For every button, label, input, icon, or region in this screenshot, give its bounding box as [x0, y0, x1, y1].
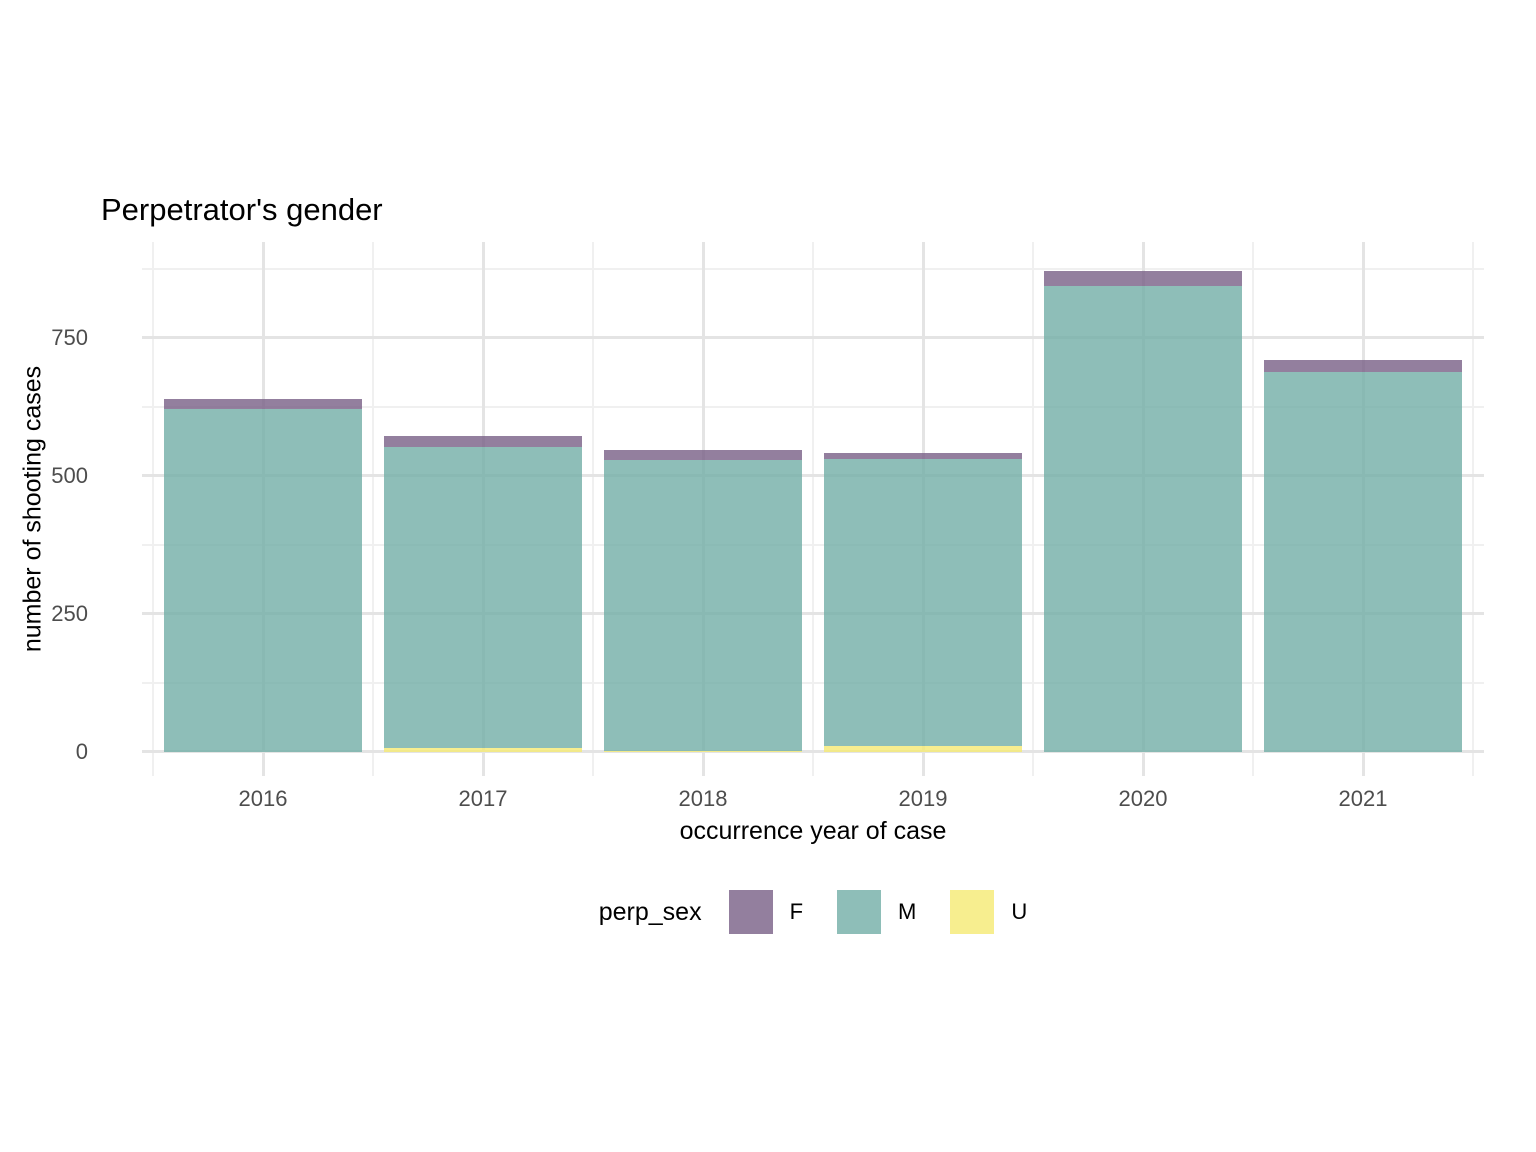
gridline-x-minor	[812, 242, 814, 776]
legend-label-U: U	[1011, 899, 1028, 924]
bar-segment-M-2021	[1264, 372, 1462, 752]
x-axis-title: occurrence year of case	[679, 817, 947, 845]
gridline-x-minor	[152, 242, 154, 776]
y-tick-label: 750	[51, 324, 88, 350]
bar-segment-M-2017	[384, 446, 582, 749]
y-axis-title: number of shooting cases	[18, 365, 47, 653]
gridline-x-minor	[1032, 242, 1034, 776]
bar-segment-M-2018	[604, 460, 802, 751]
chart-title: Perpetrator's gender	[101, 192, 383, 227]
y-tick-label: 0	[75, 738, 88, 764]
y-tick-label: 250	[51, 600, 88, 626]
x-tick-label: 2019	[898, 786, 948, 811]
bar-segment-F-2016	[164, 398, 362, 410]
bar-segment-U-2018	[604, 750, 802, 752]
y-tick-label: 500	[51, 462, 88, 488]
x-tick-label: 2016	[238, 786, 288, 811]
bar-segment-M-2019	[824, 459, 1022, 746]
legend-item-M: M	[837, 890, 916, 934]
gridline-x-minor	[372, 242, 374, 776]
legend-item-U: U	[950, 890, 1027, 934]
legend-key-swatch-F	[728, 890, 773, 934]
legend-item-F: F	[728, 890, 804, 934]
legend-label-F: F	[789, 899, 804, 924]
legend-label-M: M	[898, 899, 917, 924]
gridline-y-major	[142, 612, 1484, 616]
bar-segment-U-2019	[824, 745, 1022, 752]
gridline-y-major	[142, 750, 1484, 754]
bar-segment-F-2018	[604, 449, 802, 461]
x-tick-label: 2021	[1338, 786, 1388, 811]
x-tick-label: 2020	[1118, 786, 1168, 811]
gridline-y-major	[142, 336, 1484, 340]
bar-segment-F-2017	[384, 435, 582, 447]
gridline-x-minor	[1472, 242, 1474, 776]
bar-segment-U-2017	[384, 748, 582, 752]
x-tick-label: 2018	[678, 786, 728, 811]
legend-key-swatch-M	[837, 890, 882, 934]
legend-key-swatch-U	[950, 890, 995, 934]
gridline-x-minor	[592, 242, 594, 776]
plot-panel	[142, 242, 1484, 776]
bar-segment-M-2016	[164, 409, 362, 752]
bar-segment-M-2020	[1044, 285, 1242, 752]
bar-segment-F-2019	[824, 452, 1022, 460]
bar-segment-F-2020	[1044, 271, 1242, 286]
legend: perp_sex F M U	[142, 890, 1484, 934]
x-tick-label: 2017	[458, 786, 508, 811]
bar-segment-F-2021	[1264, 359, 1462, 373]
legend-title: perp_sex	[598, 897, 702, 926]
gridline-x-minor	[1252, 242, 1254, 776]
gridline-y-major	[142, 474, 1484, 478]
